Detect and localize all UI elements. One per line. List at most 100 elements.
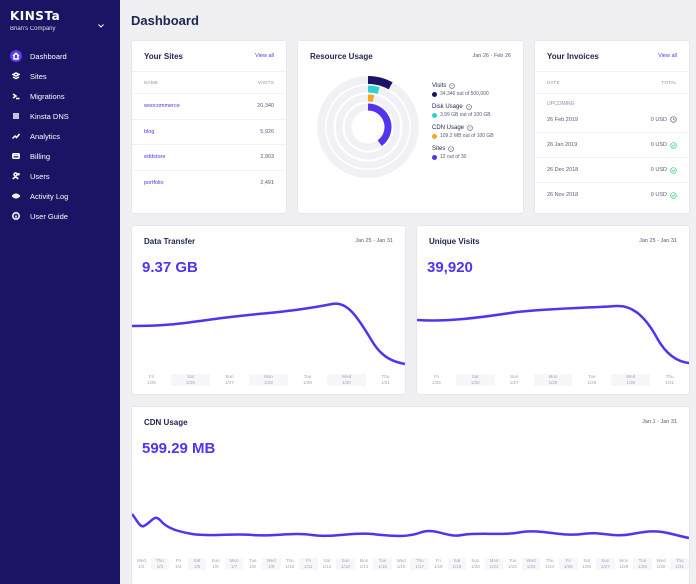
sidebar-item-kinsta-dns[interactable]: Kinsta DNS (0, 106, 120, 126)
table-row: blog 5,926 (132, 118, 286, 145)
x-tick-label: Mon 1/28 (533, 374, 573, 386)
x-tick-label: Wed 1/16 (396, 558, 406, 569)
eye-icon (10, 190, 22, 202)
cdn-usage-card: CDN Usage Jan 1 - Jan 31 599.29 MB Wed 1/… (132, 407, 689, 584)
sidebar-item-label: Kinsta DNS (30, 111, 69, 121)
x-tick-label: Thu 1/17 (410, 558, 429, 570)
resource-date-range: Jan 26 - Feb 26 (472, 53, 511, 59)
column-header-visits: VISITS (257, 80, 274, 85)
sidebar-item-sites[interactable]: Sites (0, 66, 120, 86)
radial-arc-sites (367, 103, 392, 147)
site-visits: 2,903 (260, 154, 274, 161)
x-tick-label: Fri 1/4 (175, 558, 182, 569)
legend-label: CDN Usage (432, 125, 465, 131)
check-circle-icon (670, 141, 677, 149)
legend-label: Visits (432, 83, 447, 89)
table-row[interactable]: 26 Feb 2019 0 USD (535, 107, 689, 132)
sidebar-item-label: Dashboard (30, 51, 67, 61)
sidebar-item-migrations[interactable]: Migrations (0, 86, 120, 106)
sidebar-item-label: User Guide (30, 211, 68, 221)
table-row[interactable]: 26 Nov 2018 0 USD (535, 182, 689, 207)
svg-text:?: ? (450, 147, 452, 151)
invoices-view-all-link[interactable]: View all (658, 53, 677, 59)
x-tick-label: Sun 1/27 (509, 374, 519, 385)
page-title: Dashboard (131, 13, 199, 28)
cdn-usage-line (132, 513, 689, 540)
data-transfer-title: Data Transfer (144, 236, 196, 246)
data-transfer-range: Jan 25 - Jan 31 (355, 238, 393, 244)
data-transfer-line-chart (132, 302, 405, 366)
data-transfer-value: 9.37 GB (142, 259, 198, 276)
sidebar-item-user-guide[interactable]: User Guide (0, 206, 120, 226)
sidebar-item-analytics[interactable]: Analytics (0, 126, 120, 146)
site-link[interactable]: eddstore (144, 154, 166, 161)
brand[interactable]: KINSTa Brian's Company (0, 0, 120, 40)
site-visits: 5,926 (260, 128, 274, 135)
invoice-total: 0 USD (650, 142, 667, 148)
help-icon[interactable]: ? (465, 104, 472, 110)
invoice-date: 26 Dec 2018 (547, 167, 579, 173)
table-row: eddstore 2,903 (132, 144, 286, 170)
chevron-down-icon[interactable] (98, 24, 104, 28)
x-tick-label: Thu 1/31 (665, 374, 674, 385)
kinsta-logo: KINSTa (10, 9, 61, 23)
site-link[interactable]: woocommerce (144, 103, 180, 110)
sidebar-item-billing[interactable]: Billing (0, 146, 120, 166)
svg-text:?: ? (469, 126, 471, 130)
invoices-title: Your Invoices (547, 51, 599, 61)
site-visits: 2,491 (260, 179, 274, 186)
site-visits: 20,340 (257, 103, 274, 110)
x-tick-label: Sun 1/13 (336, 558, 355, 570)
x-tick-label: Sun 1/27 (225, 374, 234, 385)
sidebar-item-label: Billing (30, 151, 51, 161)
legend-dot (432, 91, 437, 97)
invoice-date: 26 Feb 2019 (547, 116, 578, 123)
legend-disk: Disk Usage? 3.99 GB out of 100 GB (432, 104, 494, 118)
site-link[interactable]: blog (144, 128, 155, 135)
analytics-icon (10, 130, 22, 142)
legend-label: Sites (432, 146, 446, 152)
sites-title: Your Sites (144, 51, 183, 61)
table-row[interactable]: 26 Dec 2018 0 USD (535, 157, 689, 182)
home-icon (10, 50, 22, 62)
billing-icon (10, 150, 22, 162)
unique-visits-range: Jan 25 - Jan 31 (639, 238, 677, 244)
company-name: Brian's Company (10, 26, 56, 32)
sidebar-item-users[interactable]: Users (0, 166, 120, 186)
invoice-total: 0 USD (650, 192, 667, 198)
legend-value: 34,346 out of 500,000 (440, 91, 489, 97)
sites-view-all-link[interactable]: View all (255, 53, 274, 59)
site-link[interactable]: portfolio (144, 179, 164, 186)
legend-dot (432, 112, 437, 118)
x-tick-label: Sun 1/20 (471, 558, 480, 569)
dns-icon (10, 110, 22, 122)
help-icon[interactable]: ? (448, 146, 455, 152)
x-tick-label: Wed 1/30 (611, 374, 651, 386)
data-transfer-line (132, 302, 405, 366)
x-tick-label: Tue 1/29 (633, 558, 652, 570)
x-tick-label: Fri 1/25 (432, 374, 441, 385)
svg-text:?: ? (468, 105, 470, 109)
help-icon[interactable]: ? (467, 125, 473, 131)
cdn-usage-range: Jan 1 - Jan 31 (642, 419, 677, 425)
sidebar-item-label: Analytics (30, 131, 61, 141)
x-tick-label: Mon 1/14 (359, 558, 369, 569)
sidebar-item-activity-log[interactable]: Activity Log (0, 186, 120, 206)
cdn-usage-value: 599.29 MB (142, 440, 216, 457)
x-tick-label: Mon 1/28 (619, 558, 629, 569)
x-tick-label: Wed 1/30 (327, 374, 366, 386)
x-tick-label: Sat 1/5 (187, 558, 207, 570)
x-tick-label: Mon 1/21 (484, 558, 504, 570)
help-icon[interactable]: ? (449, 83, 456, 89)
legend-dot (432, 133, 437, 139)
x-tick-label: Sat 1/12 (322, 558, 332, 569)
x-tick-label: Fri 1/18 (433, 558, 443, 569)
invoice-date: 26 Nov 2018 (547, 192, 579, 198)
x-tick-label: Tue 1/29 (587, 374, 597, 385)
upcoming-label: UPCOMING (535, 93, 689, 107)
sidebar: KINSTa Brian's Company Dashboard Sites M… (0, 0, 120, 584)
x-tick-label: Wed 1/23 (521, 558, 541, 570)
column-header-name: NAME (144, 80, 159, 85)
table-row[interactable]: 26 Jan 2019 0 USD (535, 132, 689, 157)
sidebar-item-dashboard[interactable]: Dashboard (0, 46, 120, 66)
